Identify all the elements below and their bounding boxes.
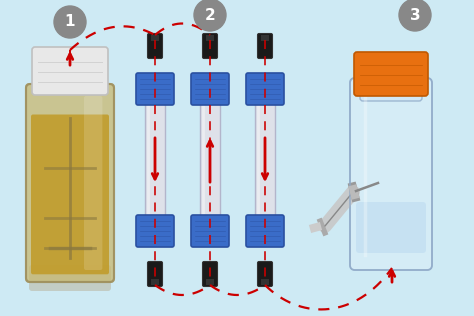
FancyBboxPatch shape bbox=[246, 215, 284, 247]
FancyBboxPatch shape bbox=[147, 262, 163, 287]
Text: 1: 1 bbox=[65, 15, 75, 29]
Bar bbox=[261, 279, 269, 285]
Bar bbox=[200, 89, 220, 231]
FancyBboxPatch shape bbox=[191, 73, 229, 105]
FancyBboxPatch shape bbox=[31, 114, 109, 274]
FancyBboxPatch shape bbox=[257, 262, 273, 287]
FancyBboxPatch shape bbox=[29, 265, 111, 291]
FancyBboxPatch shape bbox=[32, 47, 108, 95]
FancyBboxPatch shape bbox=[136, 215, 174, 247]
Text: 2: 2 bbox=[205, 8, 215, 22]
FancyBboxPatch shape bbox=[246, 73, 284, 105]
FancyBboxPatch shape bbox=[202, 33, 218, 58]
Bar bbox=[151, 35, 159, 41]
FancyBboxPatch shape bbox=[191, 215, 229, 247]
Bar bbox=[255, 89, 275, 231]
Circle shape bbox=[194, 0, 226, 31]
FancyBboxPatch shape bbox=[360, 60, 422, 101]
Circle shape bbox=[399, 0, 431, 31]
Circle shape bbox=[54, 6, 86, 38]
Bar bbox=[151, 279, 159, 285]
FancyBboxPatch shape bbox=[84, 96, 102, 270]
Text: 3: 3 bbox=[410, 8, 420, 22]
FancyBboxPatch shape bbox=[350, 78, 432, 270]
FancyBboxPatch shape bbox=[354, 52, 428, 96]
FancyBboxPatch shape bbox=[257, 33, 273, 58]
Bar bbox=[145, 89, 165, 231]
FancyBboxPatch shape bbox=[202, 262, 218, 287]
Bar bbox=[261, 35, 269, 41]
FancyBboxPatch shape bbox=[136, 73, 174, 105]
FancyBboxPatch shape bbox=[26, 84, 114, 282]
FancyBboxPatch shape bbox=[356, 202, 426, 253]
FancyBboxPatch shape bbox=[147, 33, 163, 58]
Bar bbox=[206, 35, 214, 41]
Bar bbox=[206, 279, 214, 285]
